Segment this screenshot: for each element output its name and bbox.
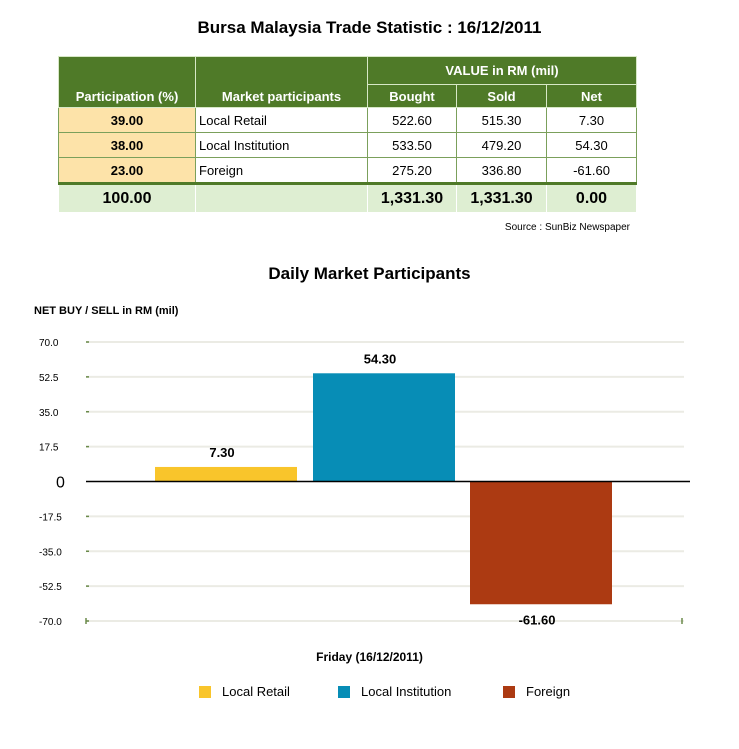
x-axis-label: Friday (16/12/2011) (316, 650, 423, 664)
legend-swatch (199, 685, 211, 698)
header-market-participants: Market participants (195, 56, 368, 108)
page-title: Bursa Malaysia Trade Statistic : 16/12/2… (197, 18, 542, 37)
total-participation-cell: 100.00 (58, 182, 196, 213)
y-tick-label: -70.0 (39, 617, 62, 628)
legend-label: Local Retail (222, 684, 290, 699)
table-row: 39.00 Local Retail 522.60 515.30 7.30 (58, 107, 637, 133)
total-row: 100.00 1,331.30 1,331.30 0.00 (58, 182, 637, 213)
source-note: Source : SunBiz Newspaper (504, 222, 630, 233)
sold-cell: 479.20 (456, 132, 547, 158)
legend-label: Foreign (526, 684, 571, 699)
y-tick-label: 35.0 (39, 408, 59, 419)
y-axis-label: NET BUY / SELL in RM (mil) (34, 305, 179, 317)
bar-local-institution (313, 373, 455, 482)
legend-item: Local Institution (338, 684, 451, 699)
total-net-cell: 0.00 (546, 182, 637, 213)
y-tick-label: 52.5 (39, 373, 59, 384)
legend-item: Foreign (503, 684, 570, 699)
y-tick-label: 70.0 (39, 338, 59, 349)
legend-item: Local Retail (199, 684, 290, 699)
trade-statistic-table: Participation (%) Market participants VA… (58, 56, 637, 213)
net-cell: 54.30 (546, 132, 637, 158)
bought-cell: 533.50 (367, 132, 457, 158)
sold-cell: 336.80 (456, 157, 547, 185)
legend-swatch (338, 685, 350, 698)
net-cell: 7.30 (546, 107, 637, 133)
participation-cell: 39.00 (58, 107, 196, 133)
y-tick-label: 17.5 (39, 443, 59, 454)
total-participant-cell (195, 182, 368, 213)
total-bought-cell: 1,331.30 (367, 182, 457, 213)
bought-cell: 275.20 (367, 157, 457, 185)
y-tick-label: 0 (56, 475, 65, 492)
header-bought: Bought (367, 84, 457, 108)
y-tick-label: -35.0 (39, 547, 62, 558)
sold-cell: 515.30 (456, 107, 547, 133)
chart-legend: Local Retail Local Institution Foreign (0, 684, 739, 704)
participant-cell: Local Retail (195, 107, 368, 133)
table-row: 38.00 Local Institution 533.50 479.20 54… (58, 132, 637, 158)
data-label: 7.30 (209, 445, 234, 460)
participant-cell: Foreign (195, 157, 368, 185)
bar-local-retail (155, 466, 297, 482)
participation-cell: 23.00 (58, 157, 196, 185)
net-cell: -61.60 (546, 157, 637, 185)
data-label: 54.30 (364, 351, 397, 366)
y-tick-label: -52.5 (39, 582, 62, 593)
legend-label: Local Institution (361, 684, 452, 699)
total-sold-cell: 1,331.30 (456, 182, 547, 213)
table-row: 23.00 Foreign 275.20 336.80 -61.60 (58, 157, 637, 185)
bar-foreign (470, 481, 612, 605)
bought-cell: 522.60 (367, 107, 457, 133)
header-net: Net (546, 84, 637, 108)
y-tick-label: -17.5 (39, 512, 62, 523)
legend-swatch (503, 685, 515, 698)
chart-title: Daily Market Participants (268, 264, 471, 283)
data-label: -61.60 (519, 612, 556, 627)
header-value-group: VALUE in RM (mil) (367, 56, 637, 85)
